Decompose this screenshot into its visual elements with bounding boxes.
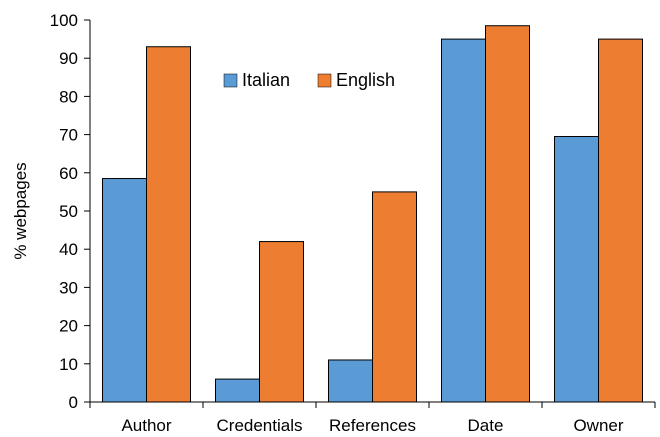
y-tick-label: 80: [59, 87, 78, 106]
x-tick-label: Author: [121, 416, 171, 435]
y-tick-label: 70: [59, 126, 78, 145]
x-axis-ticks: Author Credentials References Date Owner: [89, 402, 656, 435]
x-tick-label: Owner: [573, 416, 623, 435]
y-tick-label: 10: [59, 355, 78, 374]
y-tick-label: 20: [59, 317, 78, 336]
bar-italian-owner: [554, 136, 599, 403]
y-tick-label: 0: [69, 393, 78, 412]
x-tick-label: Date: [468, 416, 504, 435]
y-tick-label: 40: [59, 240, 78, 259]
bar-english-references: [372, 191, 417, 403]
y-tick-label: 50: [59, 202, 78, 221]
y-tick-label: 90: [59, 49, 78, 68]
bar-italian-date: [441, 38, 486, 403]
legend-swatch-italian: [223, 73, 238, 88]
legend-label-english: English: [336, 70, 395, 90]
legend-label-italian: Italian: [242, 70, 290, 90]
y-tick-label: 60: [59, 164, 78, 183]
x-tick-label: Credentials: [217, 416, 303, 435]
y-axis-ticks: 0 10 20 30 40 50 60 70 80 90 100: [50, 11, 90, 412]
bar-italian-author: [102, 178, 147, 403]
bars: [102, 25, 643, 403]
y-tick-label: 30: [59, 278, 78, 297]
bar-english-credentials: [259, 241, 304, 403]
bar-italian-references: [328, 359, 373, 403]
y-tick-label: 100: [50, 11, 78, 30]
y-axis-title: % webpages: [11, 162, 30, 259]
x-tick-label: References: [329, 416, 416, 435]
legend-swatch-english: [317, 73, 332, 88]
bar-italian-credentials: [215, 378, 260, 403]
bar-english-owner: [598, 38, 643, 403]
bar-english-date: [485, 25, 530, 403]
legend: Italian English: [223, 70, 395, 90]
bar-english-author: [146, 46, 191, 403]
